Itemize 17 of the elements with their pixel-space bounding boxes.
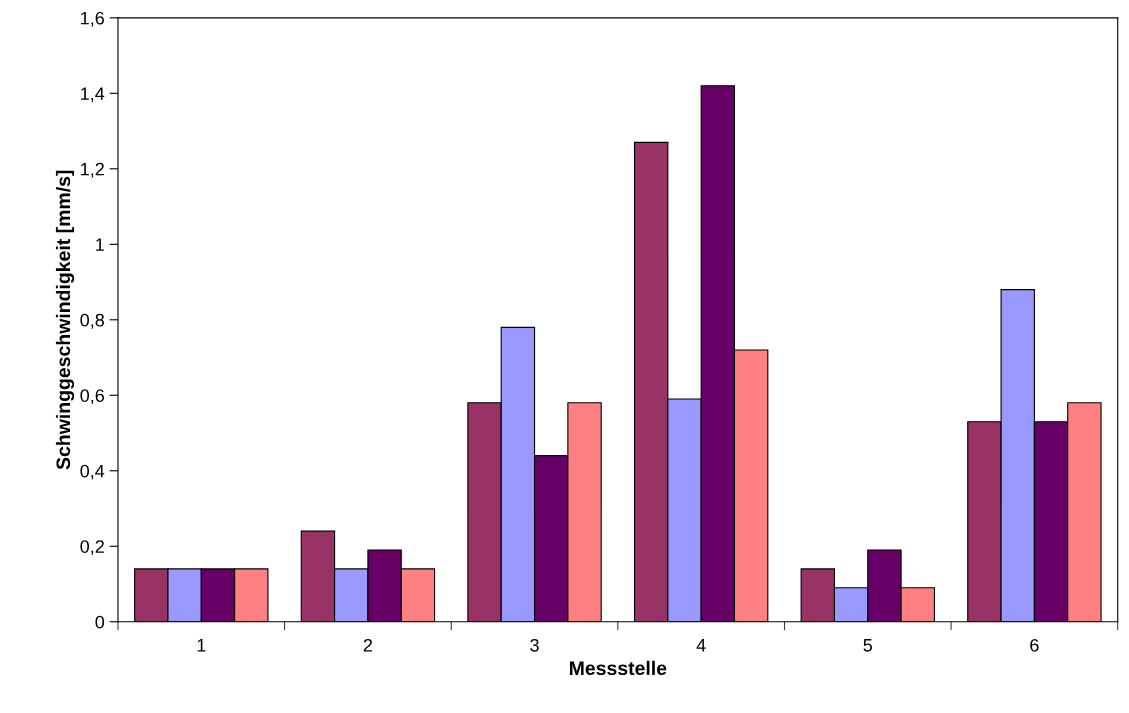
y-tick-label: 0,6 xyxy=(80,389,104,405)
x-tick-label: 1 xyxy=(197,639,206,652)
y-tick-label: 0,8 xyxy=(80,313,104,329)
y-tick-label: 1,2 xyxy=(81,162,104,178)
y-tick-label: 0 xyxy=(95,615,105,629)
x-tick-label: 2 xyxy=(363,638,373,652)
y-tick-label: 1 xyxy=(96,238,104,251)
y-tick-label: 0,4 xyxy=(80,464,105,480)
y-tick-label: 1,6 xyxy=(81,11,104,27)
x-tick-label: 3 xyxy=(530,638,539,652)
x-tick-label: 6 xyxy=(1030,638,1039,652)
x-tick-label: 5 xyxy=(863,639,873,652)
x-axis-title: Messstelle xyxy=(569,660,667,676)
x-tick-label: 4 xyxy=(696,639,706,652)
y-tick-label: 1,4 xyxy=(81,87,105,103)
y-axis-title: Schwinggeschwindigkeit [mm/s] xyxy=(55,170,75,470)
y-tick-label: 0,2 xyxy=(80,540,104,556)
